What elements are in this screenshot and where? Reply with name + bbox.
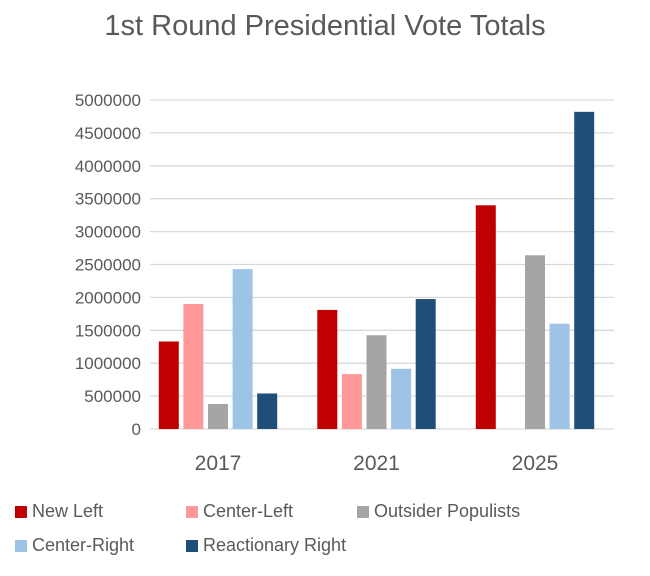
legend-swatch xyxy=(357,505,369,518)
bar-new-left-2021 xyxy=(317,309,338,429)
y-tick-label: 3500000 xyxy=(75,190,141,209)
bar-reactionary-right-2021 xyxy=(415,299,436,429)
bar-center-right-2021 xyxy=(391,368,412,429)
bar-outsider-populists-2021 xyxy=(366,335,387,429)
y-tick-label: 1500000 xyxy=(75,321,141,340)
x-tick-label: 2025 xyxy=(512,452,559,475)
y-tick-label: 500000 xyxy=(84,387,141,406)
y-tick-label: 1000000 xyxy=(75,354,141,373)
y-tick-label: 2500000 xyxy=(75,256,141,275)
bar-reactionary-right-2025 xyxy=(574,111,595,430)
x-tick-label: 2017 xyxy=(195,452,242,475)
legend-item: New Left xyxy=(15,501,103,522)
bar-center-right-2017 xyxy=(232,269,253,429)
legend-label: Outsider Populists xyxy=(374,501,521,521)
legend-item: Reactionary Right xyxy=(186,535,346,556)
legend-label: Reactionary Right xyxy=(203,535,347,555)
legend-swatch xyxy=(186,539,198,552)
bar-new-left-2017 xyxy=(158,341,179,429)
legend-swatch xyxy=(15,539,27,552)
y-tick-label: 0 xyxy=(132,420,141,439)
legend-item: Center-Left xyxy=(186,501,293,522)
legend-label: New Left xyxy=(32,501,104,521)
bar-new-left-2025 xyxy=(475,205,496,429)
bar-center-left-2021 xyxy=(341,374,362,429)
y-tick-label: 4000000 xyxy=(75,157,141,176)
y-tick-label: 4500000 xyxy=(75,124,141,143)
y-tick-label: 3000000 xyxy=(75,223,141,242)
y-tick-label: 2000000 xyxy=(75,288,141,307)
bar-center-left-2017 xyxy=(183,303,204,429)
legend-label: Center-Right xyxy=(32,535,135,555)
legend-swatch xyxy=(186,505,198,518)
bar-outsider-populists-2017 xyxy=(208,403,228,429)
chart-title: 1st Round Presidential Vote Totals xyxy=(104,10,546,42)
y-tick-label: 5000000 xyxy=(75,91,141,110)
legend-item: Center-Right xyxy=(15,535,134,556)
bar-reactionary-right-2017 xyxy=(257,393,278,429)
bar-center-right-2025 xyxy=(549,323,570,429)
legend-label: Center-Left xyxy=(203,501,294,521)
legend-swatch xyxy=(15,505,27,518)
x-tick-label: 2021 xyxy=(353,452,400,475)
legend-item: Outsider Populists xyxy=(357,501,520,522)
bar-outsider-populists-2025 xyxy=(525,255,545,429)
